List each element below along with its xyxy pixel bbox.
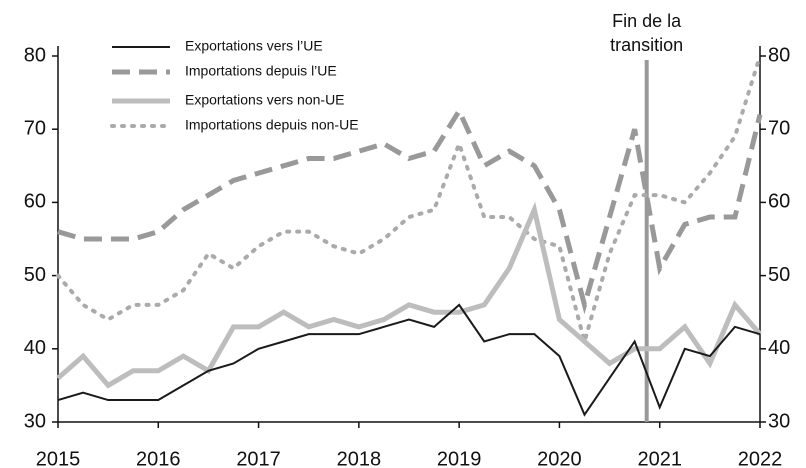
x-tick-label: 2018 [337, 448, 382, 468]
legend-label: Importations depuis l’UE [185, 63, 337, 79]
series-line [57, 303, 761, 417]
y-tick-label: 60 [24, 191, 46, 213]
x-tick-label: 2022 [738, 448, 783, 468]
y2-tick-label: 40 [768, 337, 790, 359]
y-tick-label: 80 [24, 44, 46, 66]
y2-tick-label: 80 [768, 44, 790, 66]
y-tick-label: 50 [24, 264, 46, 286]
y-tick-label: 70 [24, 117, 46, 139]
y-tick-label: 30 [24, 410, 46, 432]
y2-tick-label: 50 [768, 264, 790, 286]
x-tick-label: 2015 [36, 448, 81, 468]
x-tick-label: 2017 [236, 448, 281, 468]
annotation-text: Fin de la [612, 11, 682, 31]
y-tick-label: 40 [24, 337, 46, 359]
y2-tick-label: 30 [768, 410, 790, 432]
y2-tick-label: 70 [768, 117, 790, 139]
x-tick-label: 2020 [537, 448, 582, 468]
series-line [56, 201, 762, 389]
legend-label: Exportations vers l’UE [185, 38, 323, 54]
series-line [57, 105, 763, 315]
x-tick-label: 2021 [637, 448, 682, 468]
y2-tick-label: 60 [768, 191, 790, 213]
x-tick-label: 2019 [437, 448, 482, 468]
x-tick-label: 2016 [136, 448, 181, 468]
legend-label: Exportations vers non-UE [185, 92, 345, 108]
series-line [56, 54, 762, 350]
annotation-text: transition [610, 35, 683, 55]
legend-label: Importations depuis non-UE [185, 117, 359, 133]
